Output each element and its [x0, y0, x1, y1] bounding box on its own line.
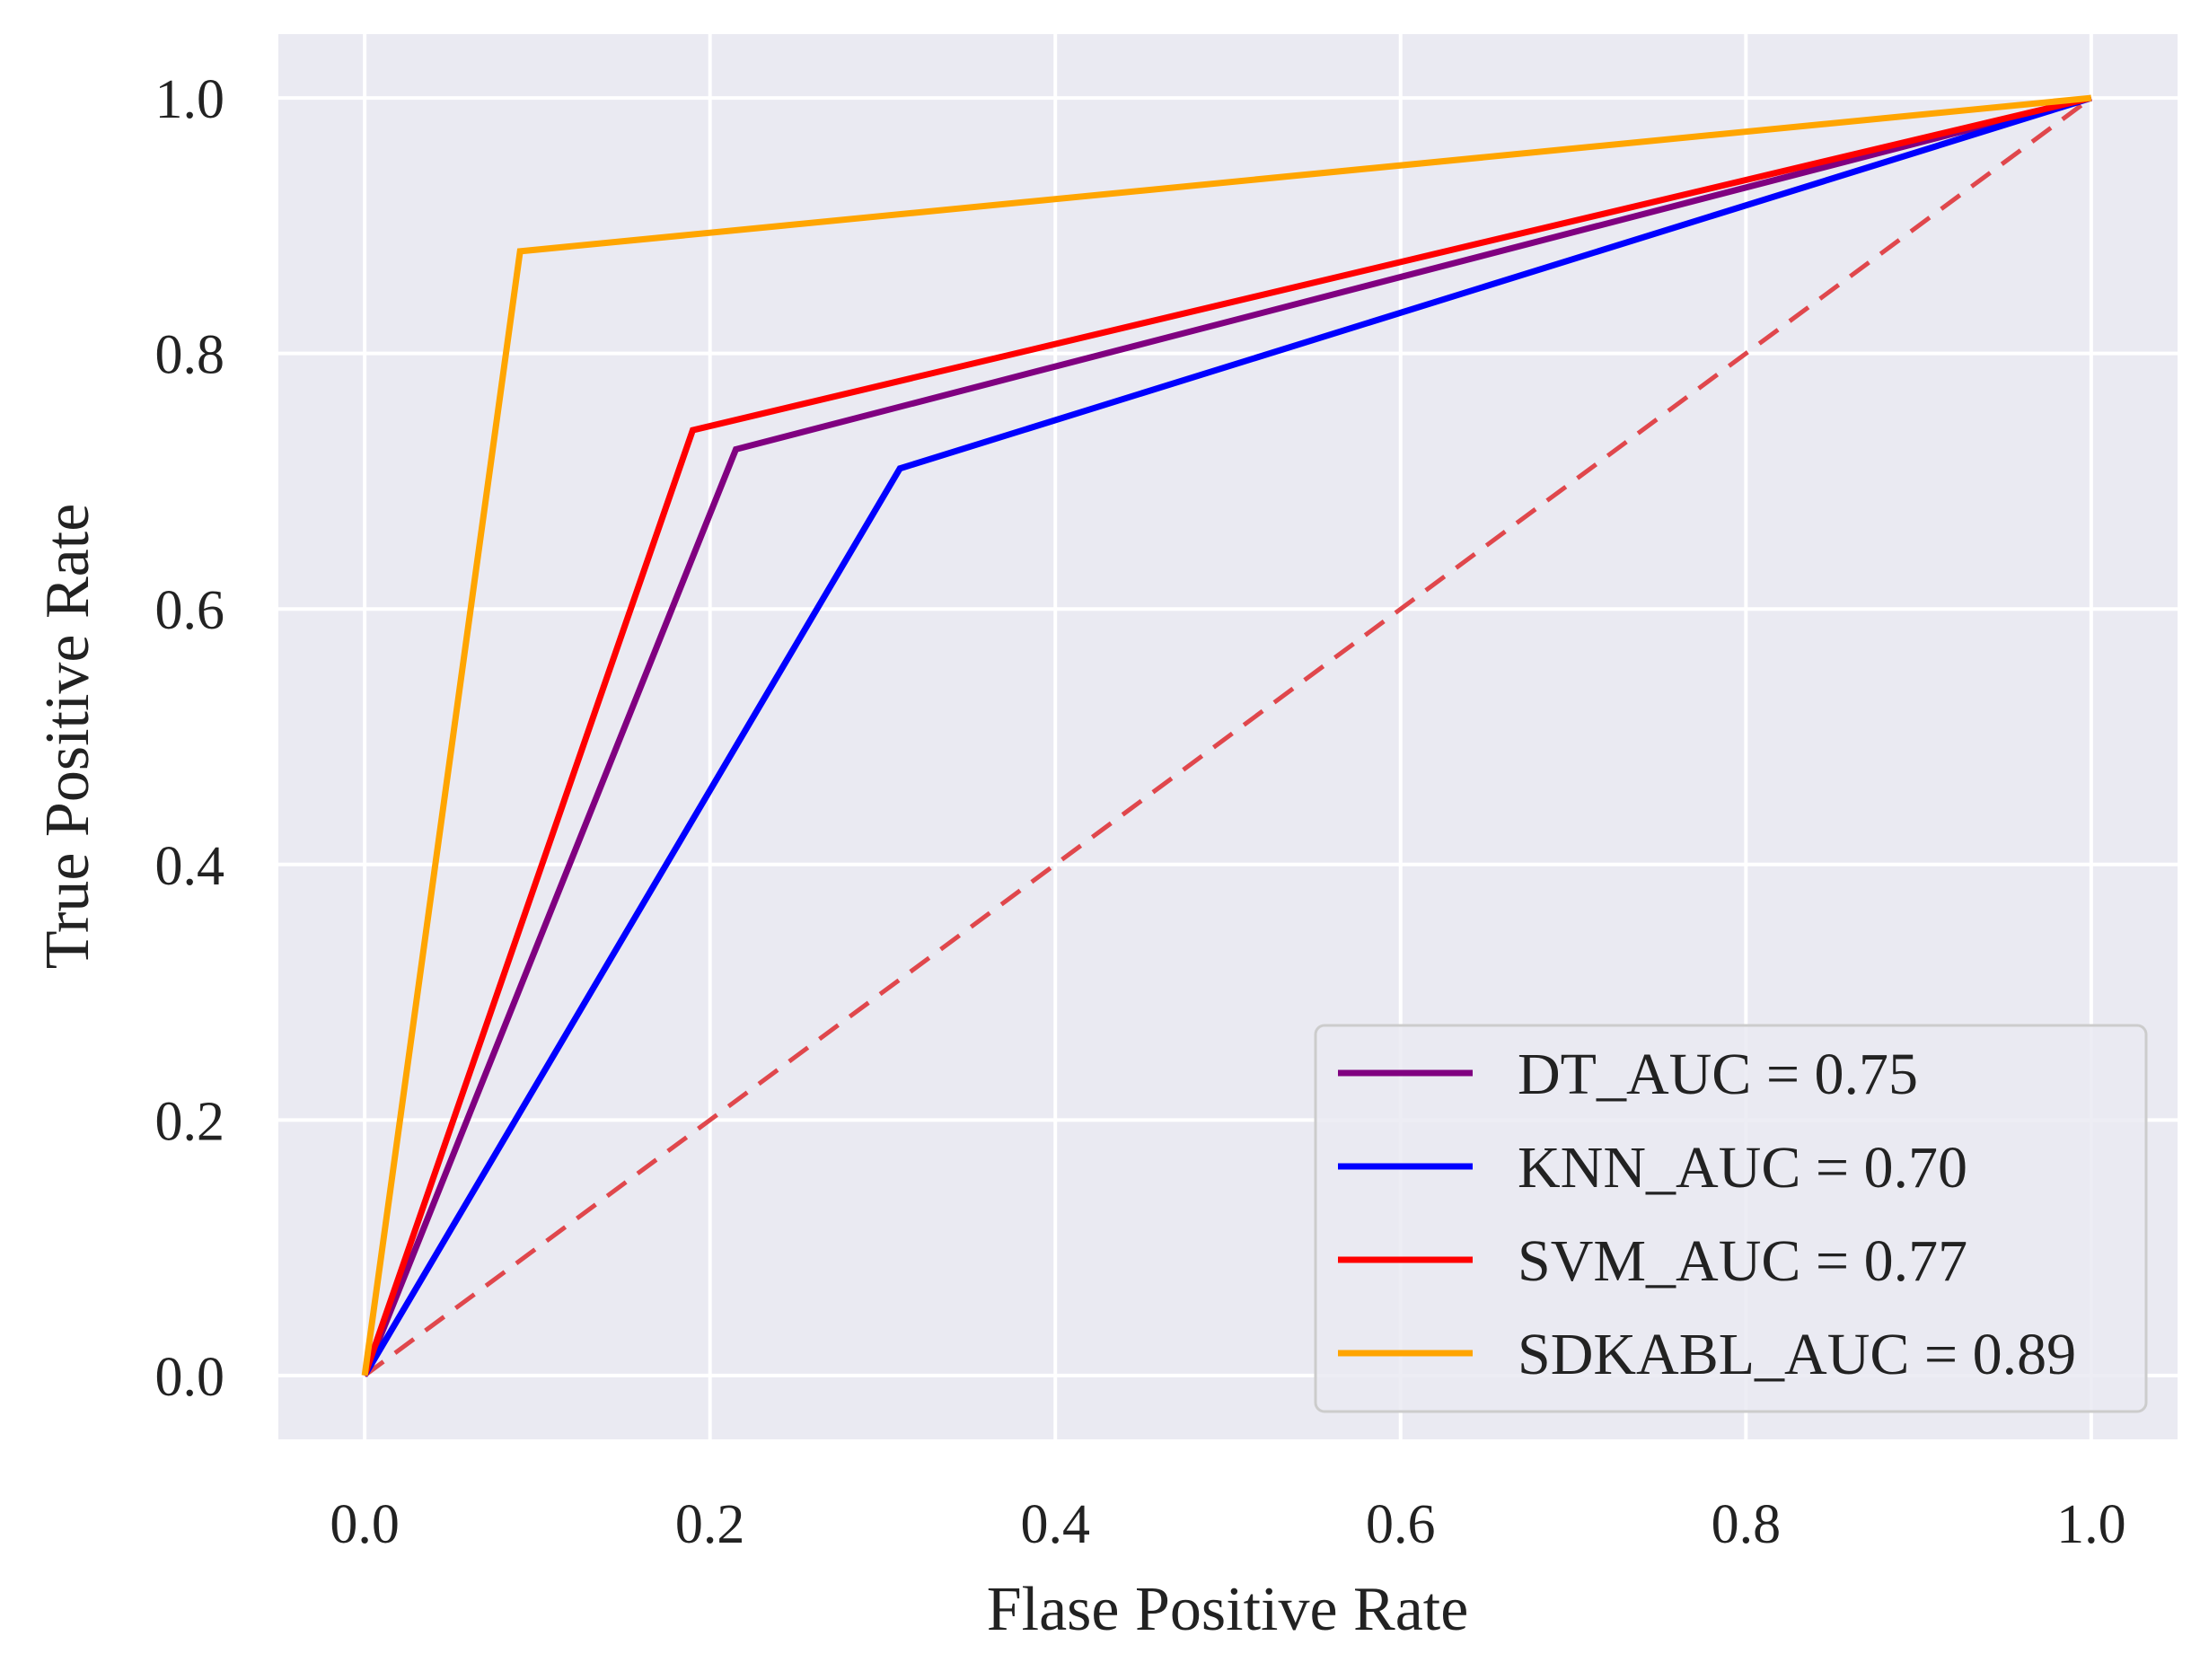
series-line-3: [361, 94, 2092, 1377]
x-tick-label: 0.2: [675, 1494, 745, 1555]
y-tick-label: 0.8: [155, 325, 225, 386]
y-tick-label: 1.0: [155, 69, 225, 130]
x-tick-label: 0.0: [330, 1494, 400, 1555]
y-axis-title: True Positive Rate: [33, 504, 102, 970]
legend: DT_AUC = 0.75 KNN_AUC = 0.70 SVM_AUC = 0.7…: [1314, 1024, 2148, 1413]
legend-box: [1314, 1024, 2148, 1413]
reference-line-group: [363, 96, 2093, 1377]
legend-label-2: SVM_AUC = 0.77: [1518, 1228, 1967, 1294]
legend-label-1: KNN_AUC = 0.70: [1518, 1135, 1967, 1201]
y-tick-label: 0.4: [155, 836, 225, 897]
series-line-2: [361, 94, 2092, 1377]
series-line-0: [361, 94, 2092, 1377]
x-tick-label: 1.0: [2056, 1494, 2126, 1555]
x-tick-label: 0.8: [1712, 1494, 1782, 1555]
y-tick-label: 0.6: [155, 580, 225, 641]
legend-label-3: SDKABL_AUC = 0.89: [1518, 1322, 2076, 1387]
tick-labels: 0.0 0.2 0.4 0.6 0.8 1.0 0.0 0.2 0.4 0.6 0.8 1.0: [155, 69, 2126, 1555]
series-lines: [361, 94, 2092, 1377]
y-tick-label: 0.2: [155, 1091, 225, 1152]
grid-lines: [278, 34, 2178, 1439]
x-tick-label: 0.6: [1366, 1494, 1436, 1555]
x-tick-label: 0.4: [1020, 1494, 1090, 1555]
y-tick-label: 0.0: [155, 1347, 225, 1408]
x-axis-title: Flase Positive Rate: [987, 1575, 1469, 1644]
reference-diagonal-line: [363, 96, 2093, 1377]
series-line-1: [362, 94, 2092, 1377]
legend-label-0: DT_AUC = 0.75: [1518, 1042, 1918, 1107]
